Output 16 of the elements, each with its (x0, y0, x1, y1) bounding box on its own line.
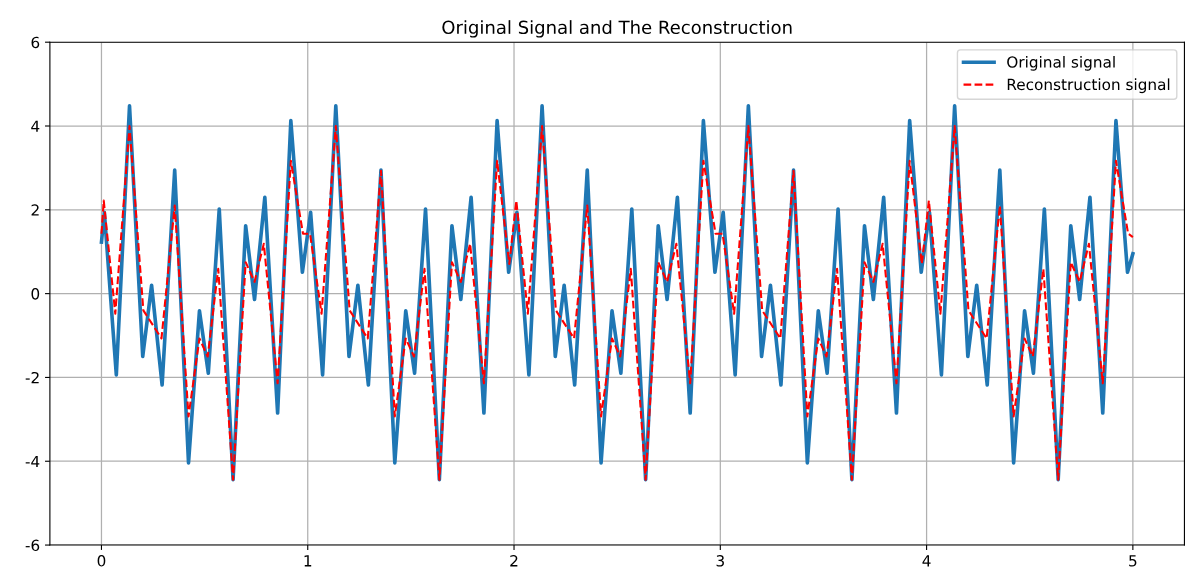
y-tick-label: 0 (31, 288, 40, 300)
x-tick-label: 4 (922, 555, 931, 567)
y-tick-label: 2 (31, 204, 39, 216)
y-tick-label: 4 (31, 120, 40, 132)
y-tick-label: -6 (25, 539, 40, 552)
x-tick-label: 3 (716, 555, 724, 567)
y-tick-label: -2 (25, 371, 39, 384)
x-tick-label: 1 (304, 555, 312, 567)
legend-label: Reconstruction signal (1007, 78, 1170, 94)
chart-title: Original Signal and The Reconstruction (442, 20, 792, 38)
legend-label: Original signal (1007, 55, 1115, 71)
x-tick-label: 2 (510, 555, 518, 567)
y-tick-label: -4 (25, 455, 40, 468)
x-tick-label: 0 (97, 555, 106, 567)
x-tick-label: 5 (1129, 555, 1137, 567)
y-tick-label: 6 (31, 36, 40, 49)
